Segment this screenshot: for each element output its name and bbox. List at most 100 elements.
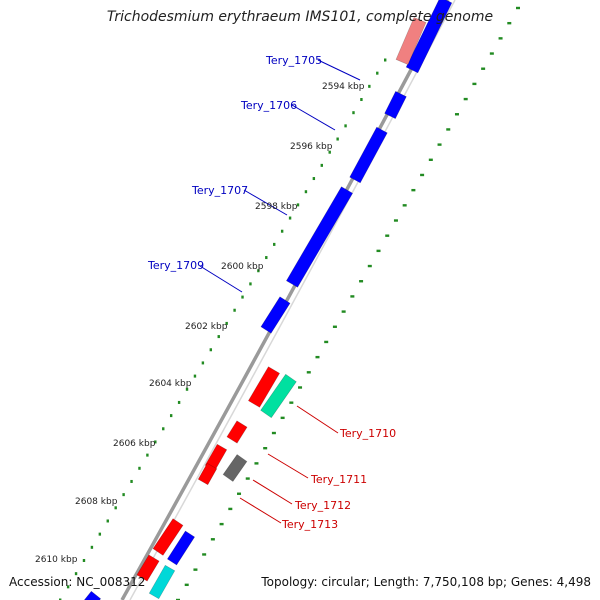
accession-label: Accession: NC_008312 xyxy=(9,575,146,589)
gc-skew-dot xyxy=(106,519,109,523)
gc-skew-dot xyxy=(66,585,70,589)
gc-skew-dot xyxy=(280,229,284,233)
gc-skew-dot xyxy=(481,67,486,70)
reverse-cds-tery-1712-b xyxy=(197,462,218,486)
gc-skew-dot xyxy=(312,177,316,181)
scale-tick-labels: 2594 kbp 2596 kbp 2598 kbp 2600 kbp 2602 kbp… xyxy=(35,82,365,565)
gene-label-reverse: Tery_1710 xyxy=(339,427,396,440)
gc-skew-dot xyxy=(263,447,268,450)
forward-cds-tery-1705 xyxy=(384,90,407,120)
reverse-cds-tery-1711 xyxy=(226,420,248,444)
gc-skew-dot xyxy=(193,374,197,378)
gc-skew-dot xyxy=(428,158,433,161)
gc-skew-dot xyxy=(320,163,323,167)
feature-tery-1713 xyxy=(222,454,248,482)
gc-skew-dot xyxy=(217,335,220,339)
gc-skew-dot xyxy=(257,269,260,273)
gene-label-reverse: Tery_1713 xyxy=(281,518,338,531)
gc-skew-dot xyxy=(209,348,213,352)
tick-label-2600: 2600 kbp xyxy=(221,262,264,272)
gc-skew-dot xyxy=(498,37,503,40)
forward-cds-top xyxy=(405,0,453,74)
gc-skew-dot xyxy=(341,310,346,313)
gc-skew-dot xyxy=(185,387,189,391)
forward-cds-tery-1706 xyxy=(349,126,388,184)
gc-skew-dot xyxy=(384,58,387,62)
gc-skew-dot xyxy=(273,242,276,246)
tick-label-2604: 2604 kbp xyxy=(149,379,192,389)
gc-skew-dot xyxy=(367,264,372,268)
gc-skew-dots-inner xyxy=(176,6,520,600)
gc-skew-dot xyxy=(360,98,363,102)
gc-skew-dot xyxy=(463,97,468,101)
tick-label-2594: 2594 kbp xyxy=(322,82,365,92)
gc-skew-dot xyxy=(233,308,236,312)
reverse-cds-bottom xyxy=(136,554,160,582)
tick-label-2598: 2598 kbp xyxy=(255,202,298,212)
gc-skew-dot xyxy=(245,477,250,480)
backbone-arc-inner xyxy=(129,0,456,600)
gc-skew-dot xyxy=(516,6,520,10)
forward-cds-tery-1707 xyxy=(285,186,354,288)
gc-skew-dot xyxy=(201,361,205,365)
gc-skew-dot xyxy=(315,355,320,359)
gc-skew-dot xyxy=(162,427,165,431)
genome-title: Trichodesmium erythraeum IMS101, complet… xyxy=(106,9,494,25)
gc-skew-dot xyxy=(219,522,224,526)
gene-label-forward: Tery_1709 xyxy=(147,259,204,272)
gc-skew-dot xyxy=(82,558,86,562)
gc-skew-dot xyxy=(411,188,416,192)
gc-skew-dot xyxy=(296,203,300,207)
gc-skew-dot xyxy=(304,190,308,194)
forward-cds-bottom xyxy=(83,590,102,600)
gc-skew-dot xyxy=(289,401,294,404)
gc-skew-dot xyxy=(402,204,407,207)
gene-label-forward: Tery_1706 xyxy=(240,99,297,112)
gc-skew-dot xyxy=(332,325,337,328)
gc-skew-dot xyxy=(176,598,180,600)
gene-label-reverse: Tery_1712 xyxy=(294,499,351,512)
gc-skew-dot xyxy=(74,572,78,576)
gc-skew-dot xyxy=(489,52,494,55)
tick-label-2596: 2596 kbp xyxy=(290,142,333,152)
forward-cds-tery-1709 xyxy=(260,296,291,334)
gc-skew-dot xyxy=(237,492,242,495)
gc-skew-dot xyxy=(507,21,512,25)
reverse-cds-tery-1710-neighbor xyxy=(247,366,281,408)
reverse-cds-lower xyxy=(152,518,184,556)
leader-tery-1706 xyxy=(291,104,336,131)
gc-skew-dot xyxy=(130,479,133,483)
gc-skew-dot xyxy=(249,282,252,286)
leader-tery-1711 xyxy=(267,453,309,479)
tick-label-2602: 2602 kbp xyxy=(185,322,228,332)
leader-tery-1712 xyxy=(252,479,293,505)
gc-skew-dot xyxy=(350,295,355,298)
gc-skew-dot xyxy=(193,568,198,571)
gc-skew-dot xyxy=(306,371,311,374)
gc-skew-dot xyxy=(454,113,459,116)
gc-skew-dot xyxy=(98,532,102,536)
gc-skew-dot xyxy=(336,137,339,141)
gc-skew-dot xyxy=(359,280,364,283)
gc-skew-dot xyxy=(271,431,276,435)
gene-label-forward: Tery_1705 xyxy=(265,54,322,67)
gc-skew-dot xyxy=(169,414,173,418)
gc-skew-dot xyxy=(385,234,390,237)
backbone-ring xyxy=(120,0,456,600)
feature-tery-1710 xyxy=(260,373,297,419)
tick-label-2610: 2610 kbp xyxy=(35,555,78,565)
gc-skew-dot xyxy=(184,583,189,587)
gc-skew-dot xyxy=(393,219,398,222)
gc-skew-dot xyxy=(210,538,215,541)
leader-tery-1713 xyxy=(239,497,282,524)
gc-skew-dot xyxy=(420,173,425,177)
gc-skew-dot xyxy=(254,462,259,465)
gc-skew-dot xyxy=(288,216,292,220)
gc-skew-dot xyxy=(437,143,442,146)
gene-labels: Tery_1705 Tery_1706 Tery_1707 Tery_1709 Tery… xyxy=(147,54,396,531)
gc-skew-dot xyxy=(344,124,347,128)
topology-summary: Topology: circular; Length: 7,750,108 bp… xyxy=(261,575,591,589)
gene-features xyxy=(83,0,453,600)
